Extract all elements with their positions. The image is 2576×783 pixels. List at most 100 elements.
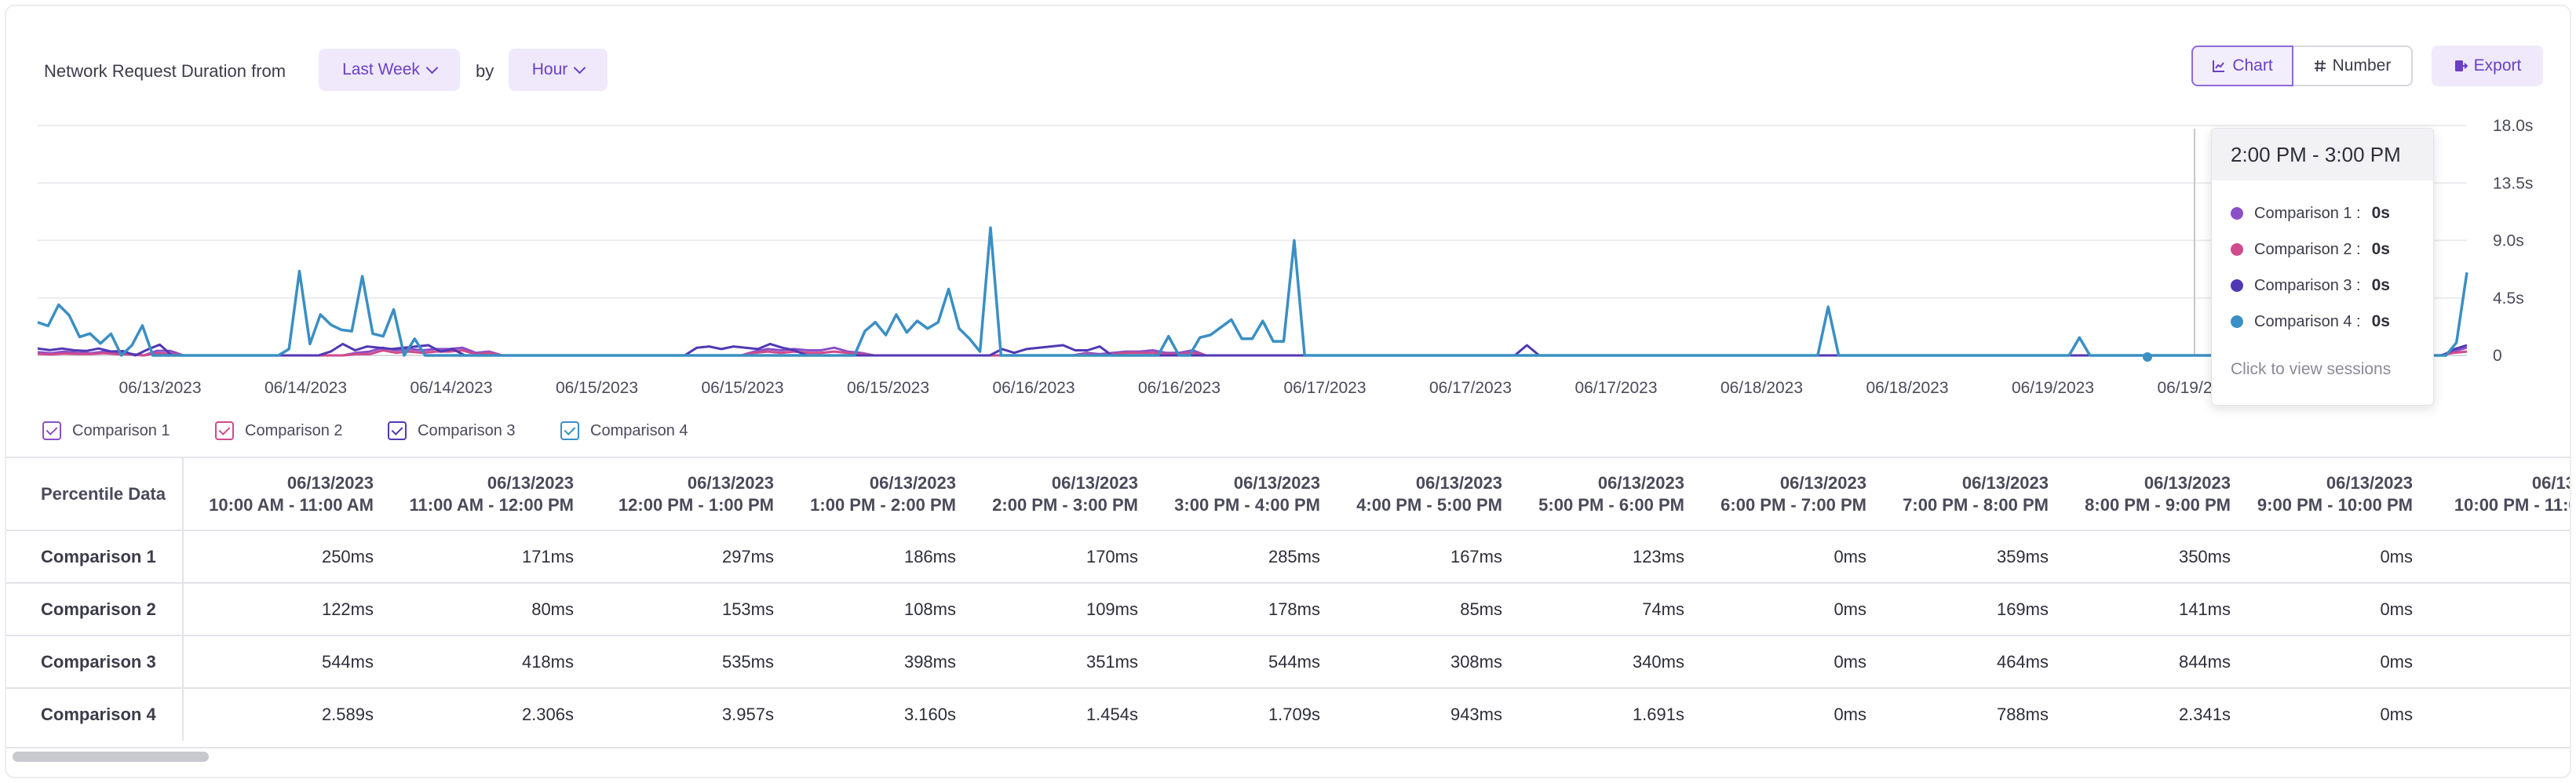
column-date: 06/13/2023 — [2531, 472, 2571, 493]
column-date: 06/13/2023 — [2144, 472, 2231, 493]
chevron-down-icon — [425, 61, 439, 74]
checkbox-checked-icon — [560, 421, 579, 440]
table-cell: 141ms — [2178, 599, 2231, 619]
table-cell: 1.454s — [1085, 705, 1138, 724]
row-label: Comparison 4 — [6, 688, 184, 741]
x-tick-label: 06/15/2023 — [701, 379, 783, 397]
column-date: 06/13/2023 — [869, 472, 956, 493]
table-cell: 167ms — [1450, 546, 1502, 566]
tooltip-row: Comparison 4 : 0s — [2231, 311, 2390, 333]
table-cell: 1.691s — [1632, 705, 1684, 724]
table-cell: 0ms — [1833, 599, 1866, 619]
export-icon — [2454, 60, 2468, 71]
table-cell: 844ms — [2178, 651, 2231, 672]
column-date: 06/13/2023 — [286, 472, 374, 493]
column-date: 06/13/2023 — [2326, 472, 2413, 493]
y-tick-label: 13.5s — [2493, 174, 2533, 192]
series-dot-icon — [2231, 279, 2243, 292]
table-cell: 351ms — [1085, 651, 1138, 672]
table-cell: 170ms — [1085, 546, 1138, 566]
checkbox-checked-icon — [42, 421, 61, 440]
table-cell: 169ms — [1996, 599, 2049, 619]
checkbox-checked-icon — [215, 421, 234, 440]
column-header[interactable]: 06/13/2023 12:00 PM - 1:00 PM — [583, 458, 783, 530]
column-header[interactable]: 06/13/2023 3:00 PM - 4:00 PM — [1148, 458, 1330, 530]
tooltip-row-value: 0s — [2371, 240, 2390, 258]
number-view-label: Number — [2332, 56, 2392, 75]
table-row: Comparison 1 250ms 171ms 297ms 186ms 170… — [6, 530, 2570, 583]
tooltip-title: 2:00 PM - 3:00 PM — [2212, 129, 2433, 180]
column-header[interactable]: 06/13/2023 2:00 PM - 3:00 PM — [965, 458, 1148, 530]
number-view-toggle[interactable]: Number — [2293, 46, 2413, 86]
column-date: 06/13/2023 — [687, 472, 774, 493]
column-header[interactable]: 06/13/2023 9:00 PM - 10:00 PM — [2240, 458, 2422, 530]
y-tick-label: 0 — [2493, 347, 2502, 365]
table-cell: 464ms — [1996, 651, 2049, 672]
column-header[interactable]: 06/13/2023 10:00 AM - 11:00 AM — [183, 458, 383, 530]
table-cell: 122ms — [321, 599, 374, 619]
column-header[interactable]: 06/13/2023 8:00 PM - 9:00 PM — [2058, 458, 2240, 530]
date-range-dropdown[interactable]: Last Week — [319, 49, 460, 91]
column-time: 9:00 PM - 10:00 PM — [2257, 494, 2413, 515]
column-date: 06/13/2023 — [1597, 472, 1684, 493]
x-tick-label: 06/14/2023 — [410, 379, 492, 397]
table-cell: 3.160s — [903, 705, 956, 724]
column-time: 10:00 PM - 11:00 PM — [2454, 494, 2570, 515]
table-cell: 153ms — [721, 599, 774, 619]
date-range-label: Last Week — [342, 60, 420, 78]
tooltip-row-label: Comparison 3 : — [2254, 276, 2361, 294]
table-cell: 297ms — [721, 546, 774, 566]
column-date: 06/13/2023 — [1233, 472, 1320, 493]
column-header[interactable]: 06/13/2023 4:00 PM - 5:00 PM — [1330, 458, 1512, 530]
table-cell: 186ms — [903, 546, 956, 566]
column-header[interactable]: 06/13/2023 5:00 PM - 6:00 PM — [1512, 458, 1694, 530]
column-header[interactable]: 06/13/2023 7:00 PM - 8:00 PM — [1876, 458, 2058, 530]
column-date: 06/13/2023 — [1051, 472, 1138, 493]
row-label: Comparison 3 — [6, 636, 184, 688]
table-corner-header: Percentile Data — [6, 458, 184, 530]
table-cell: 0ms — [1833, 546, 1866, 566]
column-header[interactable]: 06/13/2023 11:00 AM - 12:00 PM — [383, 458, 583, 530]
x-tick-label: 06/18/2023 — [1866, 379, 1948, 397]
x-tick-label: 06/16/2023 — [992, 379, 1075, 397]
chart-view-toggle[interactable]: Chart — [2191, 46, 2293, 86]
table-cell: 1.709s — [1268, 705, 1320, 724]
chart-tooltip[interactable]: 2:00 PM - 3:00 PM Comparison 1 : 0s Comp… — [2211, 128, 2434, 406]
table-cell: 171ms — [521, 546, 574, 566]
table-header-row: Percentile Data 06/13/2023 10:00 AM - 11:… — [6, 458, 2571, 530]
checkbox-checked-icon — [388, 421, 407, 440]
tooltip-row-label: Comparison 2 : — [2254, 240, 2361, 258]
table-cell: 80ms — [531, 599, 574, 619]
legend-comparison-2[interactable]: Comparison 2 — [215, 417, 343, 444]
table-row: Comparison 2 122ms 80ms 153ms 108ms 109m… — [6, 583, 2570, 636]
table-cell: 544ms — [1268, 651, 1320, 672]
column-date: 06/13/2023 — [1415, 472, 1502, 493]
percentile-table-container[interactable]: Percentile Data 06/13/2023 10:00 AM - 11:… — [6, 457, 2571, 748]
export-button[interactable]: Export — [2432, 46, 2543, 86]
legend-comparison-4[interactable]: Comparison 4 — [560, 417, 688, 444]
legend-label: Comparison 4 — [590, 421, 688, 439]
table-cell: 943ms — [1450, 705, 1502, 724]
table-row: Comparison 3 544ms 418ms 535ms 398ms 351… — [6, 636, 2570, 688]
tooltip-row-value: 0s — [2371, 312, 2390, 330]
column-date: 06/13/2023 — [1779, 472, 1866, 493]
horizontal-scrollbar[interactable] — [13, 752, 209, 762]
hash-icon — [2314, 60, 2326, 72]
legend-label: Comparison 3 — [418, 421, 516, 439]
duration-line-chart[interactable]: 18.0s 13.5s 9.0s 4.5s 0 06/13/2023 06/14/2023 0… — [6, 100, 2571, 414]
view-sessions-link[interactable]: Click to view sessions — [2231, 360, 2392, 378]
table-cell: 535ms — [721, 651, 774, 672]
interval-dropdown[interactable]: Hour — [509, 49, 608, 91]
column-date: 06/13/2023 — [487, 472, 574, 493]
legend-comparison-3[interactable]: Comparison 3 — [388, 417, 516, 444]
column-date: 06/13/2023 — [1961, 472, 2049, 493]
column-header[interactable]: 06/13/2023 1:00 PM - 2:00 PM — [783, 458, 965, 530]
series-dot-icon — [2231, 207, 2243, 220]
column-header[interactable]: 06/13/2023 6:00 PM - 7:00 PM — [1694, 458, 1876, 530]
tooltip-row-label: Comparison 1 : — [2254, 204, 2361, 222]
legend-comparison-1[interactable]: Comparison 1 — [42, 417, 170, 444]
table-cell: 109ms — [1085, 599, 1138, 619]
table-cell: 308ms — [1450, 651, 1502, 672]
column-time: 8:00 PM - 9:00 PM — [2085, 494, 2231, 515]
